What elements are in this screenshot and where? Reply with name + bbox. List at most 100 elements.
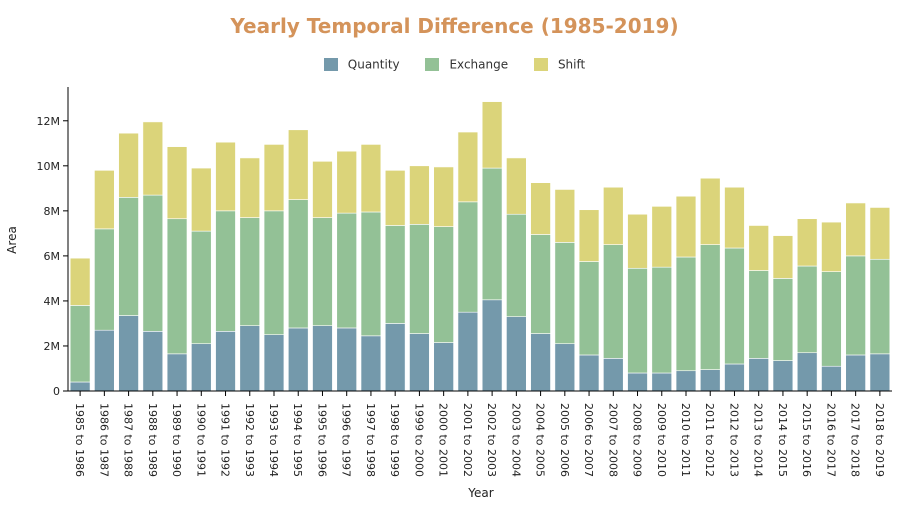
bar-shift-6[interactable] xyxy=(215,141,236,212)
bar-exchange-22[interactable] xyxy=(603,244,624,359)
bar-shift-15[interactable] xyxy=(433,166,454,227)
bar-exchange-3[interactable] xyxy=(142,194,164,332)
bar-shift-28[interactable] xyxy=(748,225,769,271)
bar-shift-29[interactable] xyxy=(772,235,794,279)
bar-shift-0[interactable] xyxy=(69,257,91,306)
bar-shift-12[interactable] xyxy=(360,144,382,213)
bar-quantity-17[interactable] xyxy=(481,299,503,392)
bar-exchange-14[interactable] xyxy=(409,224,430,334)
bar-exchange-31[interactable] xyxy=(821,271,842,367)
bar-quantity-10[interactable] xyxy=(312,325,333,392)
bar-quantity-19[interactable] xyxy=(530,333,551,392)
bar-quantity-2[interactable] xyxy=(118,315,139,392)
bar-quantity-4[interactable] xyxy=(166,353,188,392)
bar-exchange-33[interactable] xyxy=(869,258,891,355)
bar-exchange-16[interactable] xyxy=(457,201,479,313)
bar-shift-31[interactable] xyxy=(821,221,842,272)
bar-quantity-23[interactable] xyxy=(627,372,648,392)
bar-exchange-20[interactable] xyxy=(554,242,576,345)
bar-quantity-1[interactable] xyxy=(94,329,115,392)
bar-shift-10[interactable] xyxy=(312,161,333,218)
bar-exchange-13[interactable] xyxy=(384,225,406,324)
bar-shift-5[interactable] xyxy=(191,167,212,232)
bar-quantity-7[interactable] xyxy=(239,325,261,392)
bar-shift-1[interactable] xyxy=(94,170,115,230)
bar-quantity-8[interactable] xyxy=(263,334,285,392)
bar-exchange-27[interactable] xyxy=(724,247,745,365)
bar-shift-30[interactable] xyxy=(796,218,818,267)
bar-exchange-17[interactable] xyxy=(481,167,503,301)
bar-shift-16[interactable] xyxy=(457,131,479,203)
bar-exchange-7[interactable] xyxy=(239,217,261,326)
bar-exchange-23[interactable] xyxy=(627,267,648,374)
bar-quantity-0[interactable] xyxy=(69,381,91,392)
bar-quantity-24[interactable] xyxy=(651,372,673,392)
bar-exchange-6[interactable] xyxy=(215,210,236,332)
bar-quantity-25[interactable] xyxy=(675,370,697,392)
bar-exchange-4[interactable] xyxy=(166,218,188,355)
bar-shift-19[interactable] xyxy=(530,182,551,235)
bar-shift-2[interactable] xyxy=(118,132,139,198)
bar-quantity-18[interactable] xyxy=(506,316,527,392)
bar-shift-7[interactable] xyxy=(239,157,261,218)
bar-exchange-1[interactable] xyxy=(94,228,115,331)
bar-exchange-28[interactable] xyxy=(748,270,769,359)
legend-item-quantity[interactable]: Quantity xyxy=(323,57,400,72)
bar-shift-9[interactable] xyxy=(287,129,309,200)
bar-exchange-5[interactable] xyxy=(191,230,212,345)
bar-shift-14[interactable] xyxy=(409,165,430,225)
bar-exchange-2[interactable] xyxy=(118,197,139,316)
bar-shift-11[interactable] xyxy=(336,150,357,214)
bar-shift-8[interactable] xyxy=(263,144,285,212)
bar-quantity-5[interactable] xyxy=(191,343,212,392)
bar-quantity-6[interactable] xyxy=(215,331,236,392)
bar-shift-18[interactable] xyxy=(506,157,527,215)
bar-quantity-30[interactable] xyxy=(796,352,818,392)
bar-exchange-0[interactable] xyxy=(69,305,91,383)
bar-exchange-21[interactable] xyxy=(578,261,600,356)
bar-shift-20[interactable] xyxy=(554,189,576,243)
bar-quantity-12[interactable] xyxy=(360,335,382,392)
bar-quantity-27[interactable] xyxy=(724,363,745,392)
bar-quantity-3[interactable] xyxy=(142,331,164,392)
bar-exchange-8[interactable] xyxy=(263,210,285,336)
bar-exchange-26[interactable] xyxy=(699,244,721,370)
bar-exchange-30[interactable] xyxy=(796,265,818,354)
bar-quantity-22[interactable] xyxy=(603,358,624,392)
bar-shift-4[interactable] xyxy=(166,146,188,220)
bar-quantity-9[interactable] xyxy=(287,327,309,392)
bar-shift-22[interactable] xyxy=(603,186,624,245)
bar-quantity-16[interactable] xyxy=(457,311,479,392)
bar-shift-27[interactable] xyxy=(724,186,745,249)
bar-exchange-32[interactable] xyxy=(845,255,866,356)
bar-shift-3[interactable] xyxy=(142,121,164,196)
bar-quantity-31[interactable] xyxy=(821,365,842,392)
bar-quantity-28[interactable] xyxy=(748,358,769,392)
bar-quantity-32[interactable] xyxy=(845,354,866,392)
bar-exchange-18[interactable] xyxy=(506,213,527,317)
bar-shift-25[interactable] xyxy=(675,195,697,258)
bar-shift-24[interactable] xyxy=(651,206,673,268)
bar-shift-23[interactable] xyxy=(627,213,648,269)
legend-item-exchange[interactable]: Exchange xyxy=(425,57,508,72)
bar-exchange-9[interactable] xyxy=(287,199,309,329)
bar-exchange-25[interactable] xyxy=(675,256,697,372)
bar-quantity-33[interactable] xyxy=(869,353,891,392)
bar-shift-13[interactable] xyxy=(384,170,406,226)
bar-exchange-10[interactable] xyxy=(312,217,333,326)
bar-exchange-11[interactable] xyxy=(336,212,357,329)
bar-shift-21[interactable] xyxy=(578,209,600,262)
bar-quantity-13[interactable] xyxy=(384,323,406,392)
bar-quantity-20[interactable] xyxy=(554,343,576,392)
bar-shift-32[interactable] xyxy=(845,202,866,257)
bar-quantity-29[interactable] xyxy=(772,360,794,392)
bar-exchange-29[interactable] xyxy=(772,278,794,361)
bar-quantity-15[interactable] xyxy=(433,342,454,392)
bar-shift-17[interactable] xyxy=(481,101,503,169)
bar-exchange-15[interactable] xyxy=(433,226,454,343)
bar-shift-26[interactable] xyxy=(699,177,721,245)
bar-exchange-12[interactable] xyxy=(360,211,382,337)
bar-quantity-11[interactable] xyxy=(336,327,357,392)
bar-quantity-26[interactable] xyxy=(699,369,721,392)
bar-exchange-19[interactable] xyxy=(530,234,551,334)
